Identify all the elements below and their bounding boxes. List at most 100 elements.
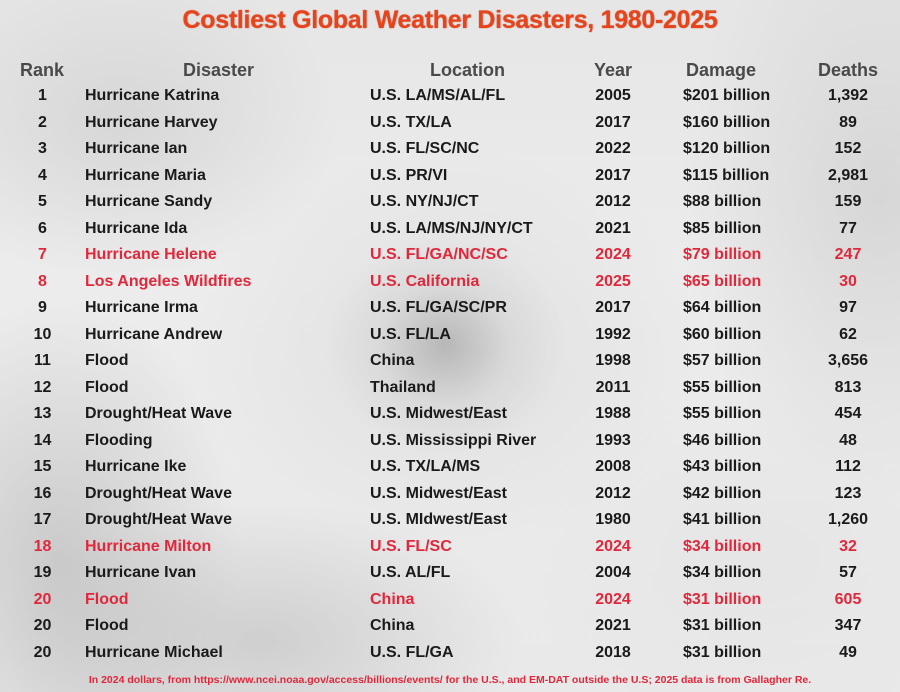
table-row: 1 Hurricane Katrina U.S. LA/MS/AL/FL 200… <box>0 85 900 112</box>
cell-location: U.S. Mississippi River <box>370 431 537 449</box>
disasters-table: Rank Disaster Location Year Damage Death… <box>0 58 900 668</box>
cell-damage: $34 billion <box>683 564 762 581</box>
table-row: 3 Hurricane Ian U.S. FL/SC/NC 2022 $120 … <box>0 138 900 165</box>
cell-damage: $60 billion <box>683 325 762 343</box>
cell-location: U.S. California <box>370 272 480 290</box>
cell-year: 2024 <box>595 246 631 263</box>
cell-damage: $43 billion <box>683 458 762 475</box>
cell-year: 2017 <box>595 166 631 184</box>
cell-deaths: 159 <box>834 193 862 210</box>
table-row: 4 Hurricane Maria U.S. PR/VI 2017 $115 b… <box>0 165 900 192</box>
cell-disaster: Hurricane Irma <box>85 299 198 316</box>
cell-disaster: Hurricane Ian <box>85 140 188 157</box>
cell-deaths: 112 <box>835 458 861 475</box>
header-rank: Rank <box>19 60 64 80</box>
cell-deaths: 30 <box>839 272 857 290</box>
table-row: 12 Flood Thailand 2011 $55 billion 813 <box>0 377 900 404</box>
header-damage: Damage <box>686 60 757 80</box>
cell-year: 2024 <box>595 537 631 555</box>
cell-location: U.S. AL/FL <box>370 564 451 581</box>
table-row: 20 Hurricane Michael U.S. FL/GA 2018 $31… <box>0 642 900 669</box>
table-row: 11 Flood China 1998 $57 billion 3,656 <box>0 350 900 377</box>
cell-deaths: 123 <box>834 484 862 502</box>
cell-location: U.S. FL/SC <box>370 537 452 555</box>
cell-location: U.S. LA/MS/AL/FL <box>370 87 506 104</box>
cell-location: U.S. FL/GA/SC/PR <box>370 299 507 316</box>
cell-deaths: 1,260 <box>827 511 869 528</box>
cell-year: 2008 <box>595 458 631 475</box>
cell-rank: 20 <box>33 643 52 661</box>
cell-deaths: 605 <box>834 590 862 608</box>
cell-damage: $31 billion <box>683 643 762 661</box>
cell-disaster: Hurricane Maria <box>85 166 206 184</box>
cell-deaths: 152 <box>834 140 862 157</box>
table-row: 15 Hurricane Ike U.S. TX/LA/MS 2008 $43 … <box>0 456 900 483</box>
table-row: 20 Flood China 2024 $31 billion 605 <box>0 589 900 616</box>
cell-rank: 10 <box>33 325 52 343</box>
cell-year: 2005 <box>595 87 631 104</box>
cell-disaster: Hurricane Milton <box>85 537 212 555</box>
cell-deaths: 97 <box>839 299 857 316</box>
cell-location: China <box>370 617 415 634</box>
cell-damage: $79 billion <box>683 246 762 263</box>
cell-damage: $201 billion <box>683 87 771 104</box>
header-deaths: Deaths <box>817 60 879 80</box>
table-row: 9 Hurricane Irma U.S. FL/GA/SC/PR 2017 $… <box>0 297 900 324</box>
cell-year: 2021 <box>595 617 631 634</box>
cell-year: 1993 <box>595 431 631 449</box>
cell-disaster: Hurricane Harvey <box>85 113 218 131</box>
cell-rank: 9 <box>38 299 47 316</box>
cell-deaths: 89 <box>839 113 857 131</box>
cell-rank: 20 <box>33 590 52 608</box>
cell-year: 2025 <box>595 272 631 290</box>
cell-rank: 3 <box>38 140 47 157</box>
table-row: 19 Hurricane Ivan U.S. AL/FL 2004 $34 bi… <box>0 562 900 589</box>
cell-damage: $55 billion <box>683 378 762 396</box>
table-row: 14 Flooding U.S. Mississippi River 1993 … <box>0 430 900 457</box>
table-body: 1 Hurricane Katrina U.S. LA/MS/AL/FL 200… <box>0 85 900 668</box>
cell-damage: $65 billion <box>683 272 762 290</box>
cell-deaths: 62 <box>839 325 857 343</box>
cell-damage: $85 billion <box>683 219 762 237</box>
cell-year: 2012 <box>595 484 631 502</box>
table-row: 7 Hurricane Helene U.S. FL/GA/NC/SC 2024… <box>0 244 900 271</box>
cell-deaths: 813 <box>834 378 862 396</box>
cell-deaths: 1,392 <box>827 87 869 104</box>
cell-rank: 12 <box>33 378 52 396</box>
cell-rank: 8 <box>38 272 47 290</box>
cell-disaster: Hurricane Ida <box>85 219 188 237</box>
cell-disaster: Flood <box>85 378 129 396</box>
cell-rank: 18 <box>33 537 52 555</box>
cell-rank: 11 <box>34 352 51 369</box>
cell-deaths: 3,656 <box>827 352 869 369</box>
cell-disaster: Drought/Heat Wave <box>85 405 232 422</box>
cell-rank: 13 <box>33 405 52 422</box>
cell-disaster: Hurricane Ivan <box>85 564 197 581</box>
cell-damage: $34 billion <box>683 537 762 555</box>
table-row: 5 Hurricane Sandy U.S. NY/NJ/CT 2012 $88… <box>0 191 900 218</box>
cell-disaster: Flood <box>85 590 129 608</box>
cell-damage: $46 billion <box>683 431 762 449</box>
table-row: 10 Hurricane Andrew U.S. FL/LA 1992 $60 … <box>0 324 900 351</box>
cell-year: 1980 <box>595 511 631 528</box>
cell-rank: 14 <box>33 431 52 449</box>
cell-year: 2017 <box>595 113 631 131</box>
cell-location: Thailand <box>370 378 436 396</box>
cell-damage: $31 billion <box>683 617 762 634</box>
table-header: Rank Disaster Location Year Damage Death… <box>0 58 900 82</box>
cell-year: 2018 <box>595 643 631 661</box>
cell-damage: $88 billion <box>683 193 762 210</box>
cell-rank: 7 <box>38 246 47 263</box>
cell-disaster: Hurricane Sandy <box>85 193 213 210</box>
cell-deaths: 57 <box>839 564 857 581</box>
cell-year: 2011 <box>595 378 631 396</box>
cell-rank: 20 <box>33 617 52 634</box>
cell-damage: $160 billion <box>683 113 771 131</box>
cell-location: China <box>370 352 415 369</box>
cell-location: U.S. LA/MS/NJ/NY/CT <box>370 219 533 237</box>
cell-year: 2017 <box>595 299 631 316</box>
cell-disaster: Los Angeles Wildfires <box>85 272 252 290</box>
cell-damage: $41 billion <box>683 511 762 528</box>
cell-disaster: Hurricane Helene <box>85 246 217 263</box>
cell-deaths: 247 <box>834 246 862 263</box>
